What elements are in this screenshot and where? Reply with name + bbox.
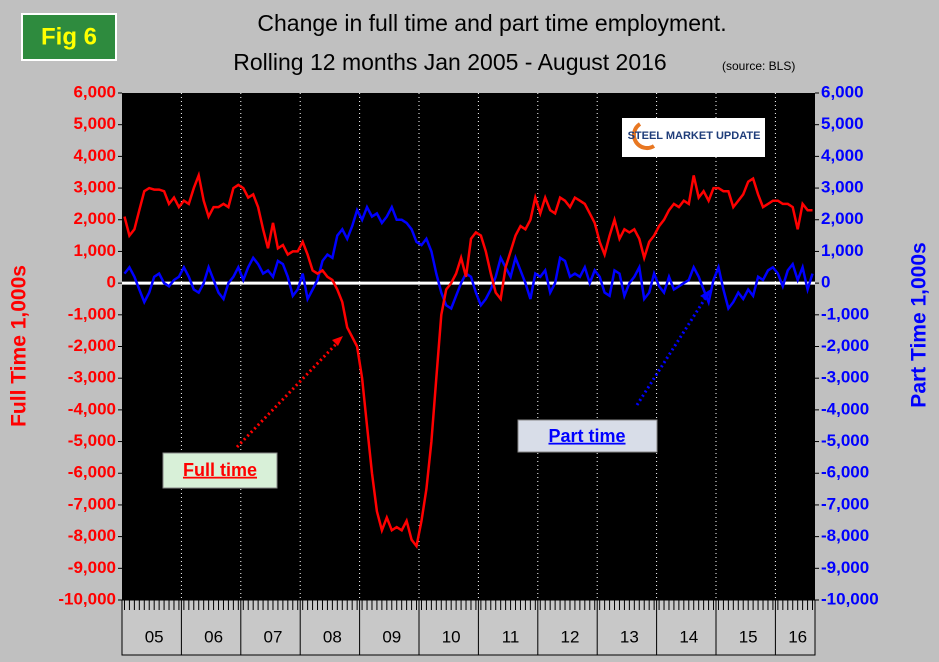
y-tick-label: 0 — [107, 273, 116, 292]
chart-title: Change in full time and part time employ… — [257, 10, 726, 36]
x-tick-label: 09 — [382, 627, 401, 646]
y2-tick-label: -4,000 — [821, 399, 869, 418]
fig-box — [21, 13, 117, 61]
y2-tick-label: -9,000 — [821, 558, 869, 577]
arrow-part — [635, 293, 710, 406]
legend-entry: Full time — [183, 460, 257, 480]
y2-tick-label: -10,000 — [821, 589, 879, 608]
chart-subtitle: Rolling 12 months Jan 2005 - August 2016 — [233, 49, 666, 75]
dynamic: 05 06 07 08 09 10 11 12 13 14 15 16 -10,000 -9,000 -8,… — [58, 82, 879, 655]
y-tick-label: -10,000 — [58, 589, 116, 608]
y-tick-label: 2,000 — [73, 209, 116, 228]
y2-tick-label: -8,000 — [821, 526, 869, 545]
y-tick-label: -2,000 — [68, 336, 116, 355]
y-tick-label: 5,000 — [73, 114, 116, 133]
y-tick-label: -4,000 — [68, 399, 116, 418]
y2-tick-label: 0 — [821, 273, 830, 292]
x-tick-label: 11 — [502, 627, 520, 646]
x-tick-label: 12 — [561, 627, 580, 646]
logo-box — [622, 118, 765, 157]
x-tick-label: 08 — [323, 627, 342, 646]
arrowhead — [700, 289, 711, 300]
plot-area — [122, 93, 815, 600]
x-tick-label: 10 — [442, 627, 461, 646]
y-tick-label: -3,000 — [68, 368, 116, 387]
y-tick-label: 4,000 — [73, 146, 116, 165]
y2-tick-label: -2,000 — [821, 336, 869, 355]
y-tick-label: 6,000 — [73, 82, 116, 101]
x-tick-label: 07 — [264, 627, 283, 646]
y2-tick-label: -1,000 — [821, 304, 869, 323]
x-tick-label: 15 — [739, 627, 758, 646]
y2-tick-label: -6,000 — [821, 463, 869, 482]
y-tick-label: -1,000 — [68, 304, 116, 323]
part-time-box — [517, 419, 658, 453]
y-axis-label: Full Time 1,000s — [8, 265, 31, 427]
y2-tick-label: 6,000 — [821, 82, 864, 101]
x-tick-label: 06 — [204, 627, 223, 646]
y2-tick-label: -3,000 — [821, 368, 869, 387]
x-tick-label: 16 — [788, 627, 807, 646]
y-tick-label: 3,000 — [73, 178, 116, 197]
y2-tick-label: 5,000 — [821, 114, 864, 133]
y2-axis-label: Part Time 1,000s — [908, 242, 931, 407]
y-tick-label: -8,000 — [68, 526, 116, 545]
fig-label: Fig 6 — [41, 23, 97, 50]
y-tick-label: -5,000 — [68, 431, 116, 450]
y-tick-label: -6,000 — [68, 463, 116, 482]
y2-tick-label: 1,000 — [821, 241, 864, 260]
y-tick-label: -7,000 — [68, 494, 116, 513]
y2-tick-label: -7,000 — [821, 494, 869, 513]
full-time-box — [162, 452, 278, 489]
x-tick-label: 05 — [145, 627, 164, 646]
series-line — [123, 204, 814, 312]
series-line — [123, 170, 813, 550]
y-tick-label: 1,000 — [73, 241, 116, 260]
legend-entry: Part time — [548, 426, 625, 446]
x-tick-label: 14 — [679, 627, 698, 646]
source: (source: BLS) — [722, 59, 795, 73]
logo-swoosh — [632, 122, 656, 150]
x-tick-label: 13 — [620, 627, 639, 646]
y2-tick-label: 4,000 — [821, 146, 864, 165]
logo-text: STEEL MARKET UPDATE — [628, 130, 761, 142]
y2-tick-label: 3,000 — [821, 178, 864, 197]
y2-tick-label: 2,000 — [821, 209, 864, 228]
x-axis-area — [121, 599, 816, 656]
arrowhead — [332, 336, 343, 346]
y-tick-label: -9,000 — [68, 558, 116, 577]
y2-tick-label: -5,000 — [821, 431, 869, 450]
